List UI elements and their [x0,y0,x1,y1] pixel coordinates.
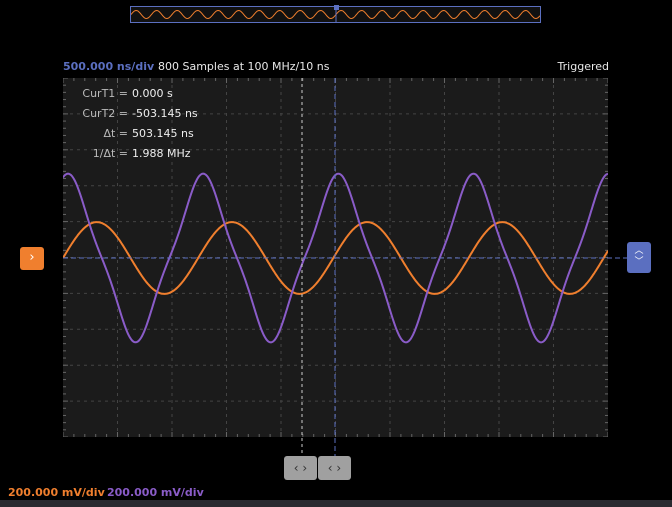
ch1-offset-marker[interactable]: › [20,247,44,270]
measurement-label: Δt = [103,127,128,140]
overview-strip[interactable] [130,5,541,23]
measurement-row: CurT2 = -503.145 ns [68,104,198,124]
status-bar [0,500,672,507]
measurement-value: 0.000 s [132,87,173,100]
measurement-value: 503.145 ns [132,127,194,140]
measurement-value: 1.988 MHz [132,147,191,160]
trigger-status: Triggered [557,60,609,73]
timebase-label[interactable]: 500.000 ns/div [63,60,155,73]
overview-position-marker[interactable] [334,5,339,10]
ch1-scale[interactable]: 200.000 mV/div [8,486,105,499]
measurement-label: 1/Δt = [92,147,128,160]
trigger-level-marker[interactable]: ︿ ﹀ [627,242,651,273]
measurement-value: -503.145 ns [132,107,198,120]
cursor-t1-handle[interactable]: ‹ › [318,456,351,480]
chevron-right-icon: › [29,250,35,265]
measurement-row: 1/Δt = 1.988 MHz [68,144,198,164]
measurements-panel: CurT1 = 0.000 s CurT2 = -503.145 ns Δt = 503.… [68,84,198,164]
ch2-scale[interactable]: 200.000 mV/div [107,486,204,499]
measurement-row: Δt = 503.145 ns [68,124,198,144]
measurement-row: CurT1 = 0.000 s [68,84,198,104]
chevron-up-down-icon: ︿ ﹀ [634,246,644,267]
ch2-trace [62,172,609,344]
ch1-trace [62,221,609,295]
samples-info: 800 Samples at 100 MHz/10 ns [158,60,330,73]
plot-canvas [62,77,609,438]
measurement-label: CurT2 = [82,107,128,120]
measurement-label: CurT1 = [82,87,128,100]
cursor-t2-handle[interactable]: ‹ › [284,456,317,480]
